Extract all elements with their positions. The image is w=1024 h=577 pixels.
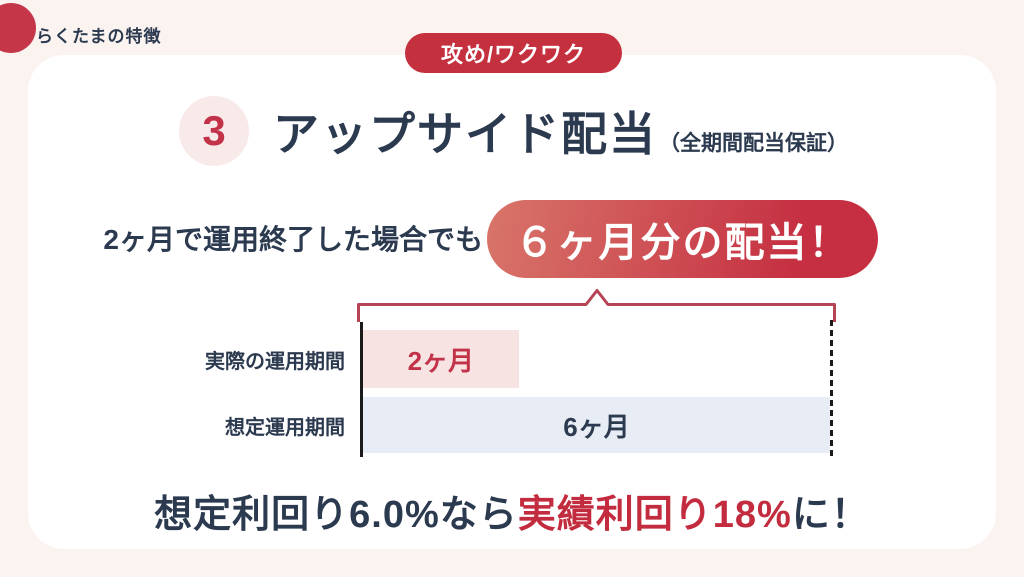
footer-highlight: 実績利回り18% (517, 494, 792, 536)
bar-track-planned: 6ヶ月 (363, 397, 830, 453)
page-label: らくたまの特徴 (36, 27, 162, 46)
feature-number-circle: 3 (179, 96, 249, 166)
footer-suffix: に！ (791, 494, 870, 536)
feature-number: 3 (202, 107, 226, 154)
bar-planned-period: 6ヶ月 (363, 397, 830, 453)
end-dashed-line (830, 320, 833, 458)
corner-circle-decoration (0, 3, 36, 53)
lead-text: 2ヶ月で運用終了した場合でも (103, 224, 483, 255)
footer-summary: 想定利回り6.0%なら実績利回り18%に！ (28, 483, 996, 538)
range-bracket (357, 289, 836, 322)
feature-title-group: アップサイド配当 （全期間配当保証） (273, 98, 848, 164)
bar-planned-label: 6ヶ月 (563, 411, 630, 442)
feature-title-note: （全期間配当保証） (659, 132, 848, 155)
bar-track-actual: 2ヶ月 (363, 330, 830, 388)
highlight-pill: ６ヶ月分の配当！ (487, 200, 878, 278)
feature-title: アップサイド配当 (273, 108, 657, 160)
footer-prefix: 想定利回り6.0%なら (154, 494, 518, 536)
chart-row-label-planned: 想定運用期間 (225, 416, 345, 439)
category-badge: 攻め/ワクワク (405, 33, 622, 73)
bar-actual-period: 2ヶ月 (363, 330, 519, 388)
chart-axis-line (360, 322, 363, 457)
bar-actual-label: 2ヶ月 (407, 345, 475, 376)
chart-row-label-actual: 実際の運用期間 (205, 350, 345, 373)
feature-heading: 3 アップサイド配当 （全期間配当保証） (179, 96, 848, 166)
